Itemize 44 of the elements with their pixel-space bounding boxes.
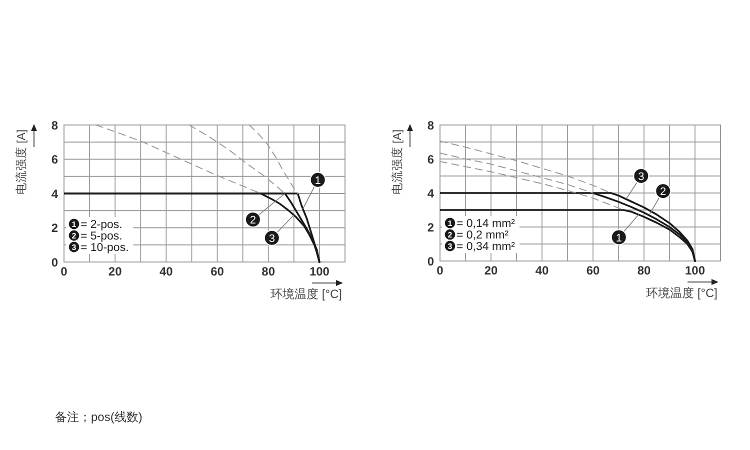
y-tick-label: 8: [51, 118, 58, 132]
annotation: 1: [314, 174, 321, 187]
y-tick-label: 4: [51, 186, 58, 201]
y-tick-label: 4: [427, 186, 434, 200]
legend-label: = 0,2 mm²: [456, 230, 509, 242]
text: 1: [72, 220, 76, 229]
y-tick-label: 6: [427, 152, 434, 166]
x-tick-label: 80: [262, 264, 276, 278]
legend-label: = 2-pos.: [80, 219, 122, 231]
y-tick-label: 8: [427, 118, 434, 132]
legend-label: = 10-pos.: [80, 242, 129, 254]
text: 1: [448, 219, 452, 228]
y-axis-title: 电流强度 [A]: [14, 129, 28, 195]
y-tick-label: 0: [427, 254, 434, 268]
x-tick-label: 40: [535, 264, 549, 278]
legend-label: = 0,34 mm²: [456, 241, 516, 253]
annotation: 2: [250, 214, 256, 226]
x-axis-title: 环境温度 [°C]: [646, 286, 718, 300]
x-tick-label: 100: [309, 264, 330, 278]
x-tick-label: 0: [60, 264, 68, 278]
legend-label: = 5-pos.: [80, 230, 122, 242]
y-axis-title: 电流强度 [A]: [390, 129, 404, 195]
text: 3: [448, 242, 452, 251]
annotation: 3: [638, 170, 644, 183]
y-tick-label: 6: [51, 152, 58, 167]
x-tick-label: 60: [210, 264, 224, 278]
text: 2: [448, 230, 452, 240]
x-tick-label: 20: [484, 264, 498, 278]
y-tick-label: 2: [427, 220, 434, 234]
y-tick-label: 2: [51, 221, 58, 236]
x-tick-label: 40: [160, 264, 174, 278]
annotation: 3: [268, 232, 275, 245]
text: 备注；pos(线数): [55, 410, 142, 424]
x-tick-label: 100: [684, 264, 706, 278]
x-tick-label: 0: [436, 264, 444, 278]
x-tick-label: 60: [586, 264, 600, 278]
x-tick-label: 20: [108, 264, 122, 278]
x-tick-label: 80: [637, 264, 651, 278]
annotation: 2: [660, 186, 666, 198]
x-axis-title: 环境温度 [°C]: [270, 287, 342, 301]
legend-label: = 0,14 mm²: [456, 218, 516, 230]
annotation: 1: [616, 232, 622, 244]
text: 3: [72, 243, 76, 252]
text: 2: [72, 232, 76, 240]
